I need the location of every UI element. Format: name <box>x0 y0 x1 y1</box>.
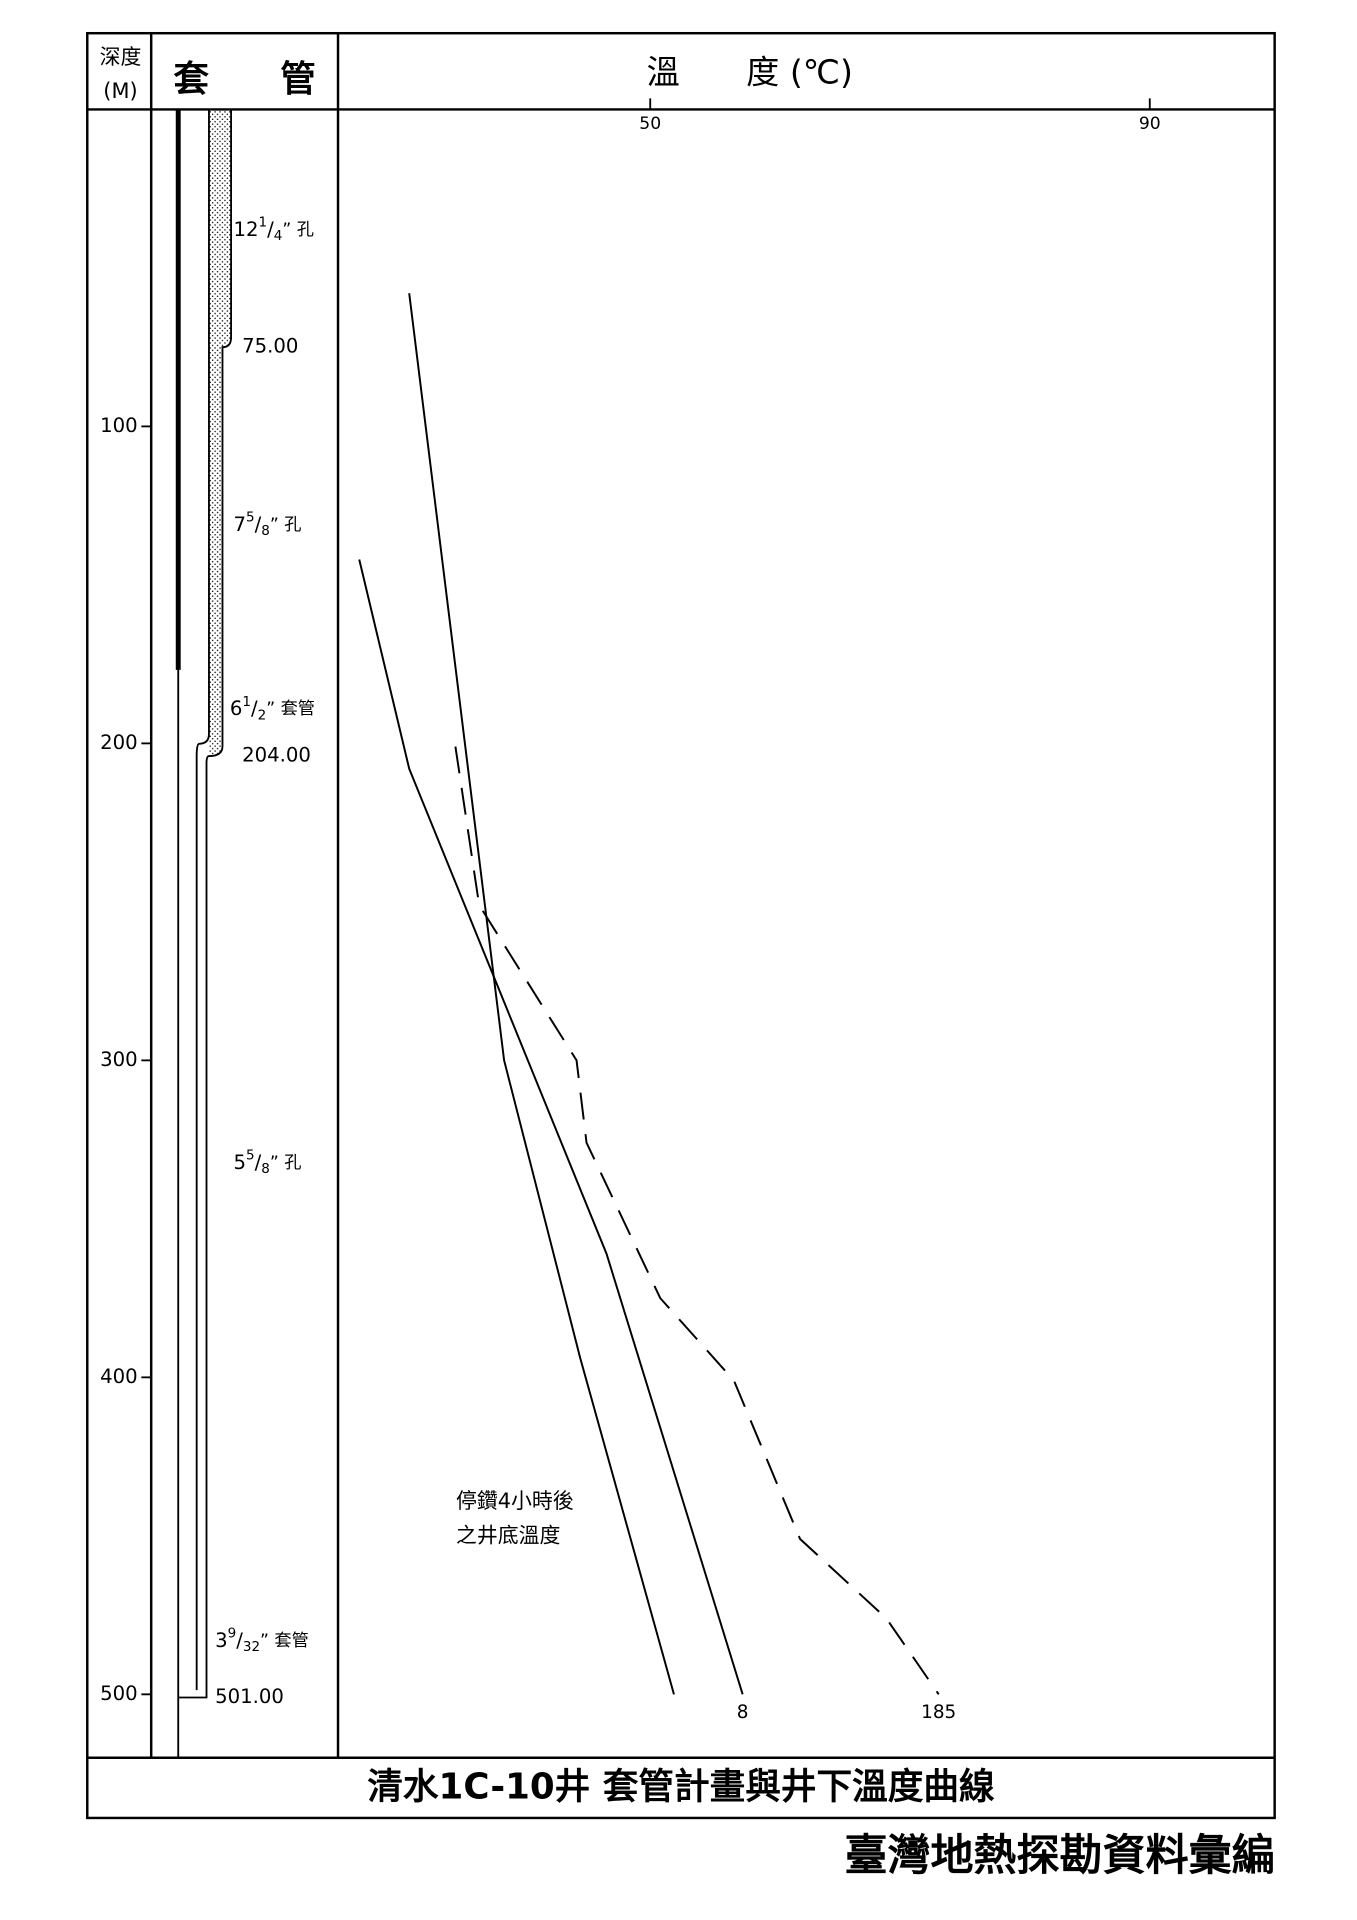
casing-annotation: 39/32” 套管 <box>215 1626 309 1656</box>
y-tick-label: 200 <box>100 731 138 754</box>
size-unit: ” 孔 <box>270 515 302 535</box>
size-whole: 7 <box>234 512 247 535</box>
casing-wall <box>195 109 210 1691</box>
series-label: 8 <box>737 1702 749 1723</box>
frame <box>86 31 1276 1820</box>
size-whole: 6 <box>230 697 243 720</box>
size-whole: 12 <box>234 217 259 240</box>
footer-text: 臺灣地熱探勘資料彙編 <box>844 1831 1274 1881</box>
size-den: 8 <box>261 523 270 539</box>
temperature-line <box>454 746 940 1695</box>
hole-wall <box>178 109 233 1699</box>
size-num: 5 <box>246 1147 255 1163</box>
x-tick-label: 90 <box>1139 114 1161 134</box>
hole-fill <box>208 109 232 757</box>
depth-mark-label: 75.00 <box>242 335 298 358</box>
size-num: 1 <box>259 215 268 231</box>
size-num: 5 <box>246 510 255 526</box>
size-slash: / <box>267 217 274 240</box>
size-unit: ” 孔 <box>270 1153 302 1173</box>
y-tick-label: 300 <box>100 1048 138 1071</box>
size-unit: ” 套管 <box>266 699 315 719</box>
size-slash: / <box>236 1628 243 1651</box>
depth-label: 深度 <box>100 45 142 69</box>
size-slash: / <box>251 697 258 720</box>
chart-title: 清水1C-10井 套管計畫與井下溫度曲線 <box>367 1766 995 1807</box>
size-whole: 5 <box>234 1150 247 1173</box>
casing-annotation: 55/8” 孔 <box>234 1147 302 1177</box>
temperature-line <box>408 293 675 1695</box>
size-num: 9 <box>228 1626 237 1642</box>
size-slash: / <box>255 512 262 535</box>
x-axis-label: 溫 度 (℃) <box>647 52 853 91</box>
size-den: 2 <box>258 707 267 723</box>
casing-annotation: 75/8” 孔 <box>234 510 302 540</box>
size-den: 32 <box>243 1639 260 1655</box>
size-unit: ” 孔 <box>282 220 314 240</box>
casing-annotation: 121/4” 孔 <box>234 215 314 245</box>
y-tick-label: 400 <box>100 1365 138 1388</box>
x-tick-label: 50 <box>639 114 661 134</box>
size-num: 1 <box>242 694 251 710</box>
size-unit: ” 套管 <box>260 1631 309 1651</box>
annotation: 之井底溫度 <box>456 1523 560 1547</box>
casing-annotation: 61/2” 套管 <box>230 694 315 724</box>
y-tick-label: 100 <box>100 414 138 437</box>
depth-label: (M) <box>103 79 137 103</box>
temperature-line <box>358 559 744 1695</box>
series-label: 185 <box>921 1702 956 1723</box>
size-whole: 3 <box>215 1628 228 1651</box>
depth-mark-label: 501.00 <box>215 1685 284 1708</box>
depth-mark-label: 204.00 <box>242 744 311 767</box>
size-den: 8 <box>261 1161 270 1177</box>
size-den: 4 <box>274 228 283 244</box>
size-slash: / <box>255 1150 262 1173</box>
annotation: 停鑽4小時後 <box>456 1489 574 1513</box>
y-tick-label: 500 <box>100 1682 138 1705</box>
casing-label: 套 管 <box>173 59 316 100</box>
